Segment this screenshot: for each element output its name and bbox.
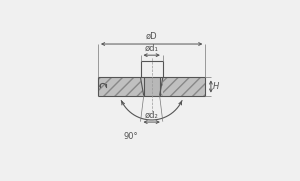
Bar — [163, 77, 205, 96]
Polygon shape — [140, 77, 144, 96]
Text: H: H — [213, 82, 219, 91]
Bar — [98, 77, 140, 96]
Text: øD: øD — [146, 31, 158, 41]
Text: ød₁: ød₁ — [145, 43, 159, 52]
Polygon shape — [160, 77, 163, 96]
Text: 90°: 90° — [123, 132, 138, 141]
Text: ød₂: ød₂ — [145, 110, 158, 119]
Bar — [98, 77, 205, 96]
Bar — [144, 77, 160, 96]
